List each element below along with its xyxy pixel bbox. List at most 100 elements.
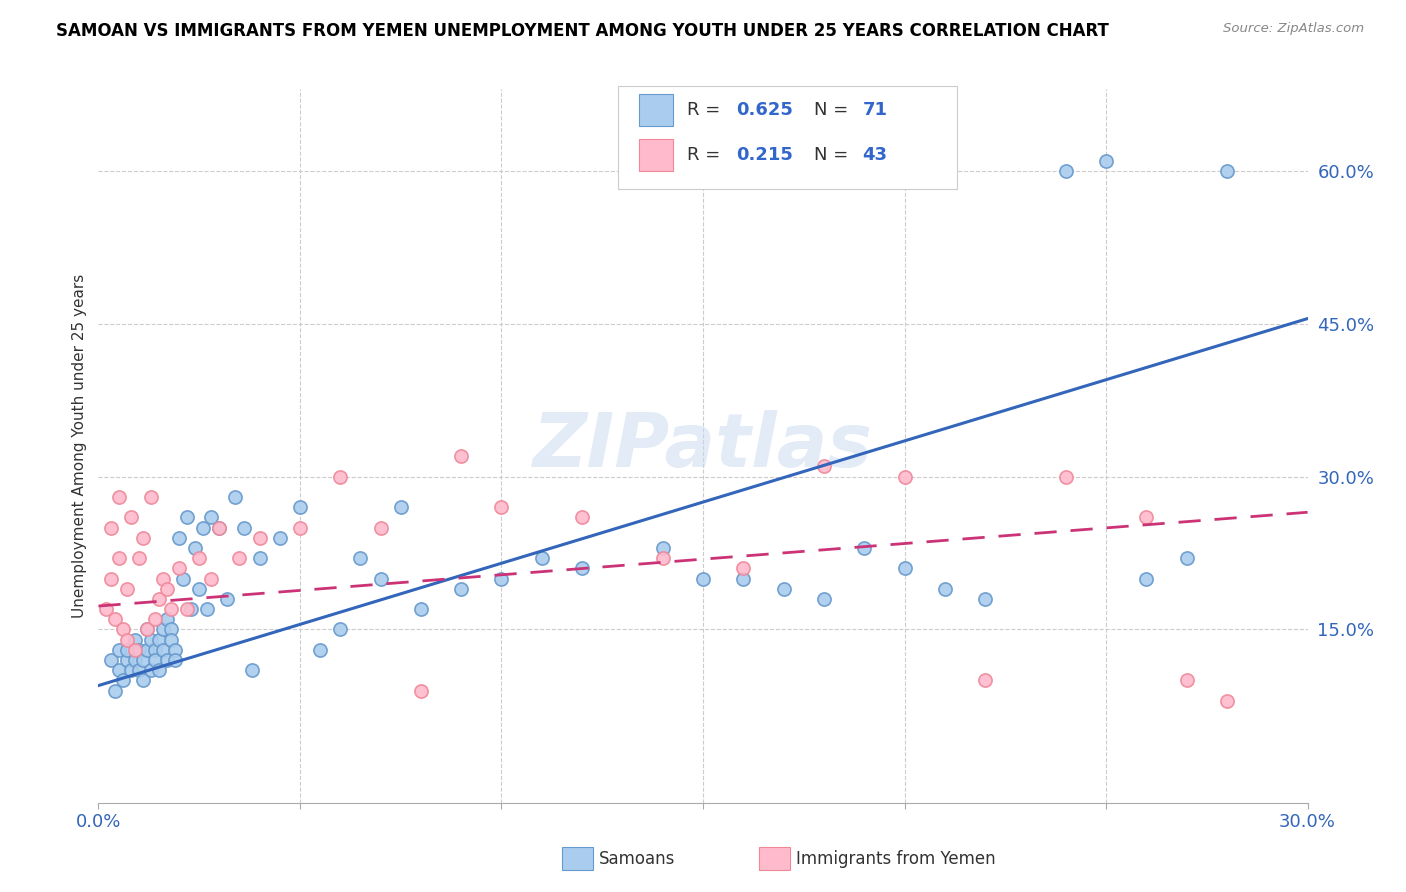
Point [135,623,157,637]
Text: R =: R = [688,146,727,164]
Point [103,683,125,698]
Text: ZIPatlas: ZIPatlas [533,409,873,483]
Point [772,582,794,596]
Point [409,602,432,616]
Point [571,561,593,575]
Point [111,623,134,637]
FancyBboxPatch shape [638,139,673,171]
Point [288,520,311,534]
Point [107,490,129,504]
Point [1175,551,1198,566]
Point [571,510,593,524]
Point [450,449,472,463]
Point [143,653,166,667]
Point [135,643,157,657]
Point [132,531,155,545]
Point [152,643,174,657]
Point [160,632,183,647]
Text: N =: N = [814,101,855,119]
Point [120,510,142,524]
Point [195,602,218,616]
Point [135,623,157,637]
Text: SAMOAN VS IMMIGRANTS FROM YEMEN UNEMPLOYMENT AMONG YOUTH UNDER 25 YEARS CORRELAT: SAMOAN VS IMMIGRANTS FROM YEMEN UNEMPLOY… [56,22,1109,40]
Point [409,683,432,698]
FancyBboxPatch shape [619,86,957,189]
Point [200,572,222,586]
Text: Source: ZipAtlas.com: Source: ZipAtlas.com [1223,22,1364,36]
Point [188,551,211,566]
Text: R =: R = [688,101,727,119]
Point [128,551,150,566]
Point [733,561,755,575]
Point [167,531,190,545]
Point [100,572,122,586]
Point [132,673,155,688]
Point [1175,673,1198,688]
Point [148,632,170,647]
Point [249,531,271,545]
Point [148,663,170,677]
Text: N =: N = [814,146,855,164]
Point [288,500,311,515]
Point [530,551,553,566]
Point [450,582,472,596]
Point [152,623,174,637]
Point [163,653,186,667]
Point [124,643,146,657]
Point [176,510,198,524]
Point [96,602,118,616]
Y-axis label: Unemployment Among Youth under 25 years: Unemployment Among Youth under 25 years [72,274,87,618]
Point [115,632,138,647]
Point [813,591,835,606]
Point [651,551,673,566]
Point [107,551,129,566]
Point [240,663,263,677]
Point [103,612,125,626]
Point [491,500,513,515]
Point [224,490,246,504]
Point [152,572,174,586]
Point [111,673,134,688]
Point [974,591,997,606]
Point [208,520,231,534]
Point [115,643,138,657]
Point [124,632,146,647]
Point [107,663,129,677]
Point [208,520,231,534]
Point [163,643,186,657]
Point [1216,163,1239,178]
Point [349,551,371,566]
Point [176,602,198,616]
Point [733,572,755,586]
Point [370,520,392,534]
Point [148,591,170,606]
Point [1135,510,1157,524]
Point [139,663,162,677]
Point [139,632,162,647]
Point [167,561,190,575]
Point [329,469,352,483]
Point [893,561,915,575]
FancyBboxPatch shape [638,94,673,126]
Point [370,572,392,586]
Point [491,572,513,586]
Point [184,541,207,555]
Point [974,673,997,688]
Point [228,551,250,566]
Point [217,591,239,606]
Text: Samoans: Samoans [599,849,675,868]
Point [813,459,835,474]
Point [143,643,166,657]
Point [160,623,183,637]
Point [180,602,202,616]
Text: Immigrants from Yemen: Immigrants from Yemen [796,849,995,868]
Point [651,541,673,555]
Point [1054,469,1077,483]
Point [692,572,714,586]
Point [1135,572,1157,586]
Point [269,531,291,545]
Point [329,623,352,637]
Text: 0.215: 0.215 [735,146,793,164]
Point [389,500,412,515]
Point [156,653,179,667]
